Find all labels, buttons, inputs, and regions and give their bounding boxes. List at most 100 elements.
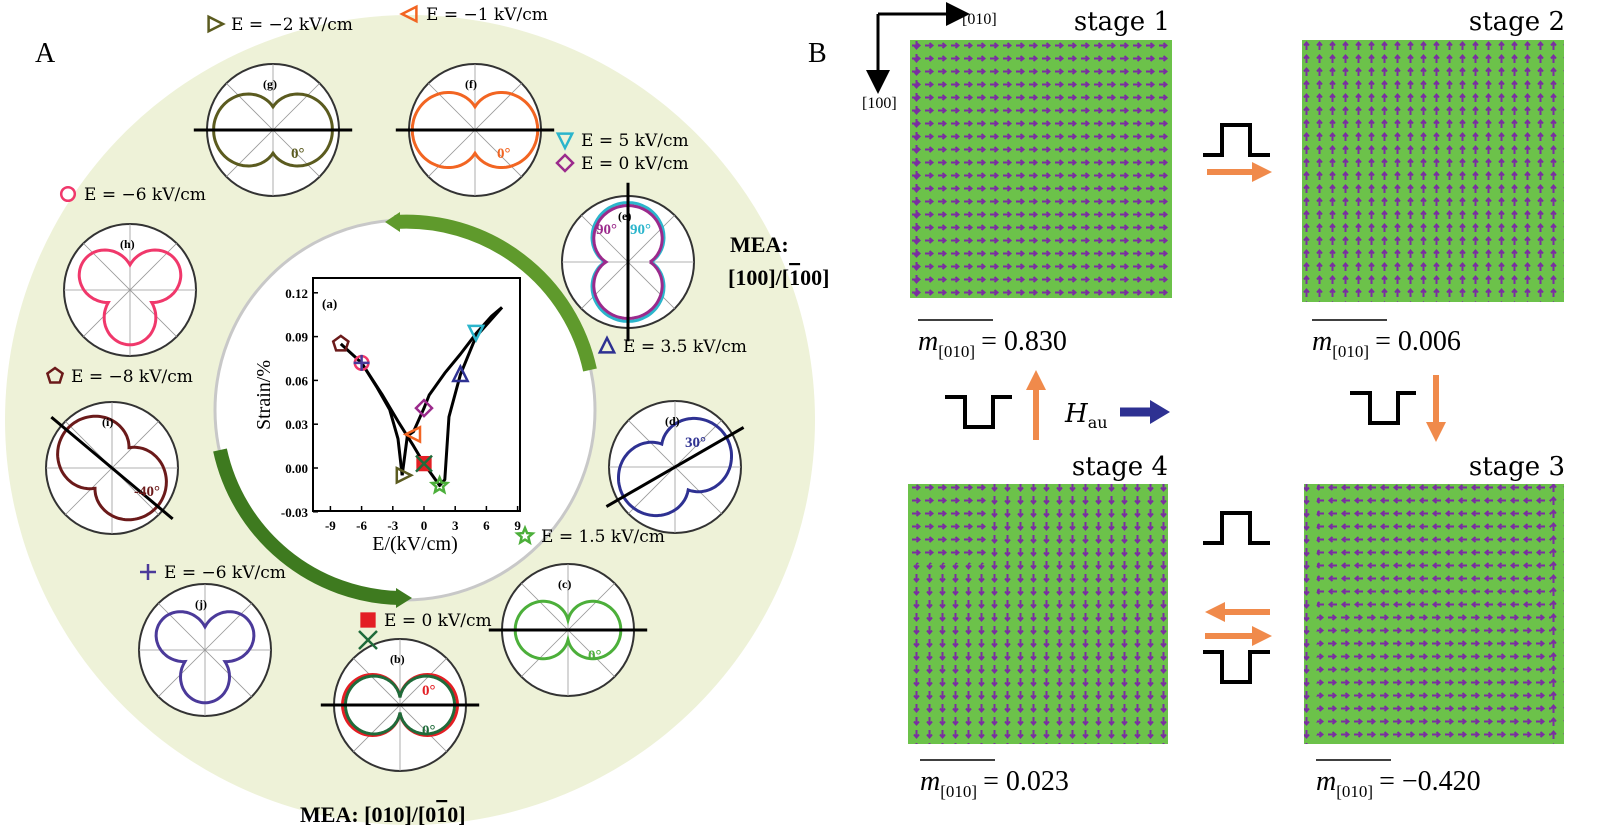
stage-4-title: stage 4 bbox=[1072, 452, 1168, 482]
polar-plot-label: (i) bbox=[102, 415, 113, 429]
polar-curve bbox=[592, 204, 664, 320]
chart-frame bbox=[312, 277, 521, 512]
magnetization-text: m[010] = 0.023 bbox=[920, 766, 1069, 801]
polar-plot-label: (h) bbox=[120, 237, 135, 251]
data-point-triangle-up bbox=[451, 363, 470, 383]
field-indicator: Hau bbox=[1064, 399, 1170, 432]
panel-a: A (a) Strain/% E/(kV/cm) 0.12 0.09 0.06 0.0… bbox=[5, 4, 829, 827]
stage-2: stage 2 m[010] = 0.006 bbox=[1302, 7, 1565, 361]
stage-1: stage 1 m[010] = 0.830 bbox=[910, 7, 1172, 361]
field-label: E = −2 kV/cm bbox=[231, 15, 353, 35]
magnetization-value: m[010] = 0.023 bbox=[920, 759, 1069, 801]
polar-plot-label: (d) bbox=[665, 414, 680, 428]
y-axis-label: Strain/% bbox=[253, 360, 275, 430]
y-direction-label: [100] bbox=[862, 95, 897, 112]
y-tick-label: 0.06 bbox=[285, 373, 308, 388]
stage-1-dipole-arrows bbox=[910, 40, 1172, 298]
field-label: E = −1 kV/cm bbox=[426, 5, 548, 25]
axes-indicator: [010] [100] bbox=[862, 2, 997, 112]
x-tick-label: -9 bbox=[325, 518, 336, 533]
y-tick-label: 0.03 bbox=[285, 417, 308, 432]
x-axis-label: E/(kV/cm) bbox=[372, 533, 458, 555]
stage-4-corner-arrows bbox=[908, 484, 988, 564]
magnetization-value: m[010] = 0.006 bbox=[1312, 319, 1461, 361]
data-point-star bbox=[428, 474, 451, 495]
transition-arrowhead bbox=[1426, 422, 1446, 442]
magnetization-value: m[010] = −0.420 bbox=[1316, 759, 1481, 801]
cycle-arrowhead-top bbox=[385, 212, 400, 232]
legend-marker-pentagon-icon bbox=[45, 366, 65, 384]
polar-plot-g: (g) 0° E = −2 kV/cm bbox=[193, 14, 353, 197]
angle-label: -40° bbox=[134, 484, 160, 500]
transition-arrowhead bbox=[1252, 162, 1272, 182]
field-label: E = 5 kV/cm bbox=[581, 131, 689, 151]
stage-3-title: stage 3 bbox=[1469, 452, 1565, 482]
stage-2-dipole-arrows bbox=[1302, 40, 1564, 302]
polar-curve bbox=[617, 416, 733, 518]
polar-plot-b: (b) 0° 0° E = 0 kV/cm bbox=[320, 611, 492, 772]
transition-2-3 bbox=[1350, 375, 1446, 442]
polar-plot-label: (b) bbox=[390, 652, 405, 666]
legend-marker-star-icon bbox=[514, 524, 536, 546]
field-label: E = −8 kV/cm bbox=[71, 367, 193, 387]
y-tick-label: 0.12 bbox=[285, 286, 308, 301]
field-arrowhead bbox=[1150, 400, 1170, 424]
polar-plot-label: (g) bbox=[263, 77, 277, 91]
field-label: E = −6 kV/cm bbox=[84, 185, 206, 205]
angle-label: 90° bbox=[630, 222, 651, 238]
polar-plot-c: (c) 0° E = 1.5 kV/cm bbox=[488, 524, 665, 697]
strain-chart: (a) Strain/% E/(kV/cm) 0.12 0.09 0.06 0.03 0… bbox=[253, 277, 521, 555]
data-point-triangle-down bbox=[466, 324, 486, 344]
field-label-2: E = 0 kV/cm bbox=[581, 154, 689, 174]
field-label: E = 0 kV/cm bbox=[384, 611, 492, 631]
mea-label-bottom: MEA: [010]/[010] bbox=[300, 802, 466, 827]
data-point-pentagon bbox=[331, 334, 350, 352]
x-tick-label: -3 bbox=[387, 518, 398, 533]
angle-label-2: 90° bbox=[596, 222, 617, 238]
y-tick-label: 0.00 bbox=[285, 461, 308, 476]
negative-pulse-icon bbox=[945, 395, 1012, 429]
polar-plot-j: (j) E = −6 kV/cm bbox=[138, 563, 286, 717]
stage-3-right-arrows bbox=[1551, 484, 1564, 744]
cycle-arrow-top bbox=[394, 214, 597, 372]
field-label: Hau bbox=[1064, 399, 1108, 432]
transition-1-2 bbox=[1203, 123, 1272, 182]
transition-3-4 bbox=[1203, 511, 1272, 684]
angle-label: 0° bbox=[588, 648, 602, 664]
field-label: E = 3.5 kV/cm bbox=[623, 337, 747, 357]
transition-arrowhead bbox=[1026, 370, 1046, 390]
polar-plot-label: (e) bbox=[618, 209, 631, 223]
polar-plot-label: (c) bbox=[558, 577, 571, 591]
panel-b-label: B bbox=[808, 38, 827, 69]
curve-branch-3 bbox=[360, 306, 504, 488]
angle-label-2: 0° bbox=[422, 723, 436, 739]
legend-marker-diamond-icon bbox=[555, 153, 575, 173]
y-tick-label: -0.03 bbox=[281, 505, 309, 520]
transition-arrowhead bbox=[1252, 626, 1272, 646]
negative-pulse-icon bbox=[1203, 650, 1270, 684]
x-tick-label: 9 bbox=[514, 518, 521, 533]
field-label: E = 1.5 kV/cm bbox=[541, 527, 665, 547]
data-point-triangle-right bbox=[395, 466, 414, 485]
stage-3-bottom-arrows bbox=[1317, 614, 1551, 744]
legend-marker-triangle-up-icon bbox=[597, 335, 617, 354]
polar-plot-label: (f) bbox=[465, 77, 477, 91]
chart-panel-label: (a) bbox=[322, 296, 337, 311]
angle-label: 0° bbox=[497, 146, 511, 162]
polar-plot-f: (f) 0° E = −1 kV/cm bbox=[395, 4, 555, 197]
cycle-arrowhead-bottom bbox=[396, 588, 412, 608]
polar-curve bbox=[77, 248, 183, 347]
magnetization-text: m[010] = 0.006 bbox=[1312, 326, 1461, 361]
magnetization-text: m[010] = 0.830 bbox=[918, 326, 1067, 361]
x-tick-label: 3 bbox=[452, 518, 459, 533]
stage-1-edge-arrows bbox=[910, 40, 923, 298]
polar-plot-e: (e)90° 90° E = 5 kV/cm E = 0 kV/cm bbox=[555, 131, 695, 342]
stage-3-left-arrows bbox=[1304, 484, 1317, 744]
panel-a-label: A bbox=[35, 38, 56, 69]
data-point-plus bbox=[353, 354, 370, 371]
polar-plot-label: (j) bbox=[195, 597, 207, 611]
polar-plot-h: (h) E = −6 kV/cm bbox=[59, 185, 206, 357]
x-direction-label: [010] bbox=[962, 11, 997, 28]
transition-4-1 bbox=[945, 370, 1046, 440]
